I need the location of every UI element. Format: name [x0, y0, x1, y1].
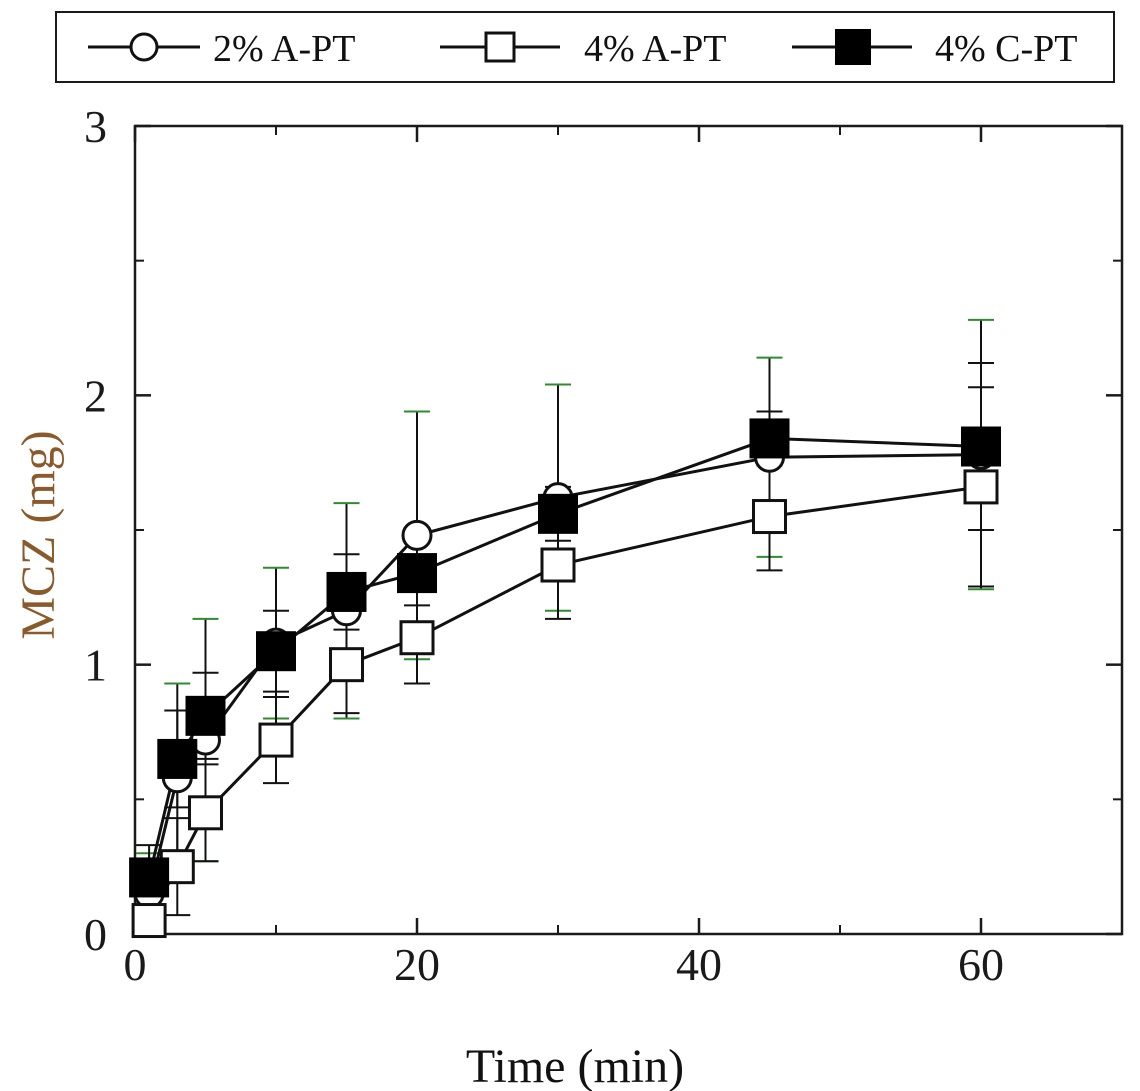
x-tick-label: 40 — [676, 939, 722, 990]
legend-label-2pct-a-pt: 2% A-PT — [213, 28, 356, 70]
x-tick-label: 20 — [394, 939, 440, 990]
axis-tick-labels: 0 20 40 60 0 1 2 3 — [84, 101, 1004, 990]
data-point-filled-square — [538, 493, 578, 534]
data-point-filled-square — [326, 571, 367, 612]
data-point-filled-square — [397, 553, 437, 594]
legend-item-2pct-a-pt: 2% A-PT — [88, 28, 356, 70]
data-point-filled-square — [256, 631, 296, 672]
data-point-open-circle — [401, 519, 433, 551]
data-point-open-square — [752, 499, 787, 535]
legend-marker-open-square — [484, 31, 516, 63]
y-tick-label: 3 — [84, 101, 107, 152]
legend-marker-filled-square — [835, 29, 871, 65]
x-tick-label: 0 — [124, 939, 147, 990]
axis-ticks — [133, 124, 1122, 936]
data-point-open-square — [963, 469, 999, 505]
data-point-filled-square — [961, 426, 1001, 467]
data-point-open-square — [258, 722, 294, 758]
legend-marker-open-circle — [129, 32, 159, 62]
data-point-open-square — [399, 620, 435, 656]
y-tick-label: 2 — [84, 370, 107, 421]
data-point-open-square — [188, 795, 223, 831]
legend-box — [55, 11, 1115, 83]
y-tick-label: 1 — [84, 640, 107, 691]
data-point-open-square — [131, 903, 167, 939]
legend-item-4pct-a-pt: 4% A-PT — [440, 28, 727, 70]
data-point-open-square — [329, 647, 364, 683]
y-axis-title: MCZ (mg) — [12, 430, 65, 639]
data-point-filled-square — [185, 695, 226, 736]
error-bars — [136, 318, 994, 935]
legend-label-4pct-a-pt: 4% A-PT — [584, 28, 727, 70]
data-point-filled-square — [749, 418, 790, 459]
legend-item-4pct-c-pt: 4% C-PT — [792, 28, 1078, 70]
data-point-open-square — [540, 547, 576, 583]
x-axis-title: Time (min) — [466, 1040, 684, 1091]
y-tick-label: 0 — [84, 909, 107, 960]
legend: 2% A-PT 4% A-PT 4% C-PT — [55, 11, 1115, 83]
data-point-filled-square — [157, 738, 198, 779]
x-tick-label: 60 — [958, 939, 1004, 990]
series-markers — [129, 418, 1001, 939]
legend-label-4pct-c-pt: 4% C-PT — [935, 28, 1078, 70]
data-point-filled-square — [129, 857, 170, 898]
